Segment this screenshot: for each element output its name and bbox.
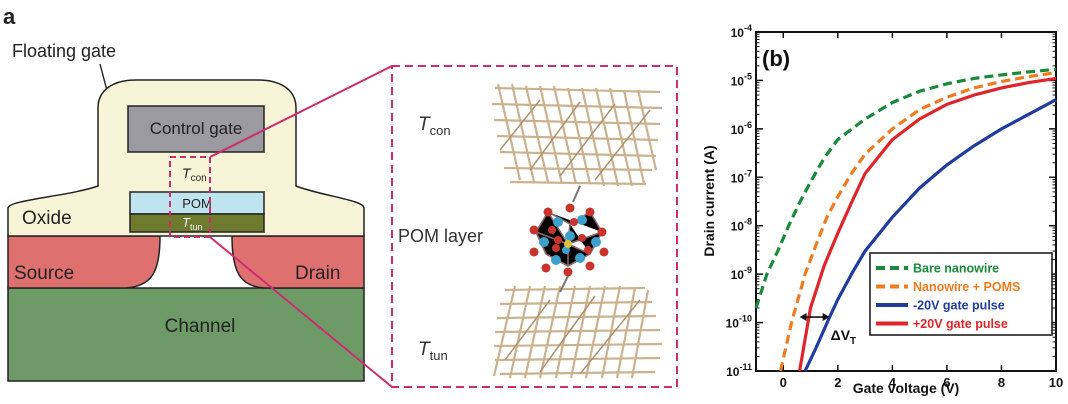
panel-a-label: a xyxy=(3,4,16,29)
x-tick-label: 4 xyxy=(889,375,897,390)
legend-label-2: -20V gate pulse xyxy=(913,299,1005,313)
chart-panel-label: (b) xyxy=(762,46,790,71)
floating-gate-label: Floating gate xyxy=(12,41,116,61)
y-tick-label: 10-11 xyxy=(726,362,752,379)
x-axis-label: Gate voltage (V) xyxy=(853,380,960,396)
panel-b-transfer-chart: 0 2 4 6 8 10 10-11 10-10 10-9 10-8 10-7 10-6 10-5 10-… xyxy=(700,0,1068,399)
series-line-0 xyxy=(754,67,1057,309)
pom-layer-label: POM layer xyxy=(398,226,483,246)
x-tick-label: 8 xyxy=(998,375,1005,390)
axis-ticks: 0 2 4 6 8 10 10-11 10-10 10-9 10-8 10-7 10-6 10-5 10-… xyxy=(726,23,1064,390)
x-tick-label: 6 xyxy=(943,375,950,390)
detail-t-con-label: Tcon xyxy=(418,114,451,138)
y-tick-label: 10-8 xyxy=(731,217,752,234)
series-line-3 xyxy=(798,76,1057,372)
x-tick-label: 0 xyxy=(780,375,787,390)
x-tick-label: 10 xyxy=(1049,375,1063,390)
transfer-curve-chart: 0 2 4 6 8 10 10-11 10-10 10-9 10-8 10-7 10-6 10-5 10-… xyxy=(701,23,1064,396)
drain-label: Drain xyxy=(295,263,340,284)
control-gate xyxy=(127,105,265,153)
legend-label-1: Nanowire + POMS xyxy=(913,280,1020,294)
y-tick-label: 10-10 xyxy=(726,314,752,331)
molecule-linker-bottom xyxy=(559,275,569,293)
channel-region xyxy=(7,287,365,382)
channel-label: Channel xyxy=(165,316,236,337)
detail-t-tun-label: Ttun xyxy=(418,339,448,363)
bottom-organic-layer xyxy=(492,285,663,379)
y-tick-label: 10-6 xyxy=(731,120,752,137)
zoom-line-top xyxy=(209,65,393,158)
pom-label: POM xyxy=(182,196,212,211)
delta-vt-annotation: ΔVT xyxy=(799,313,857,347)
series-line-2 xyxy=(803,98,1057,372)
y-tick-label: 10-4 xyxy=(731,23,752,40)
control-gate-label: Control gate xyxy=(150,119,243,138)
pom-molecule xyxy=(529,203,609,277)
delta-vt-arrowhead-left xyxy=(799,313,807,322)
y-tick-label: 10-7 xyxy=(731,168,752,185)
t-tun-label: Ttun xyxy=(182,215,202,232)
delta-vt-arrowhead-right xyxy=(822,313,830,322)
zoom-line-bottom xyxy=(209,236,393,388)
zoom-source-box xyxy=(169,156,211,238)
legend-label-3: +20V gate pulse xyxy=(913,317,1008,331)
t-con-label: Tcon xyxy=(182,165,207,184)
oxide-label: Oxide xyxy=(22,208,72,229)
drain-region xyxy=(231,235,365,289)
series-layer xyxy=(754,67,1057,372)
delta-vt-label: ΔVT xyxy=(831,327,857,347)
tunnel-oxide xyxy=(129,213,265,233)
y-axis-label: Drain current (A) xyxy=(701,145,717,256)
panel-a-device-schematic: a Floating gate Channel Source Drain Oxi… xyxy=(3,4,678,388)
y-tick-label: 10-5 xyxy=(731,71,752,88)
molecule-linker-top xyxy=(572,185,581,203)
x-tick-label: 2 xyxy=(834,375,841,390)
legend-box xyxy=(869,252,1053,336)
top-organic-layer xyxy=(491,83,663,187)
device-schematic-svg: a Floating gate Channel Source Drain Oxi… xyxy=(3,4,678,388)
y-tick-label: 10-9 xyxy=(731,265,752,282)
series-line-1 xyxy=(778,71,1057,372)
legend-label-0: Bare nanowire xyxy=(913,262,999,276)
legend: Bare nanowire Nanowire + POMS -20V gate pu… xyxy=(869,252,1053,336)
source-label: Source xyxy=(14,263,74,284)
source-region xyxy=(7,235,161,289)
